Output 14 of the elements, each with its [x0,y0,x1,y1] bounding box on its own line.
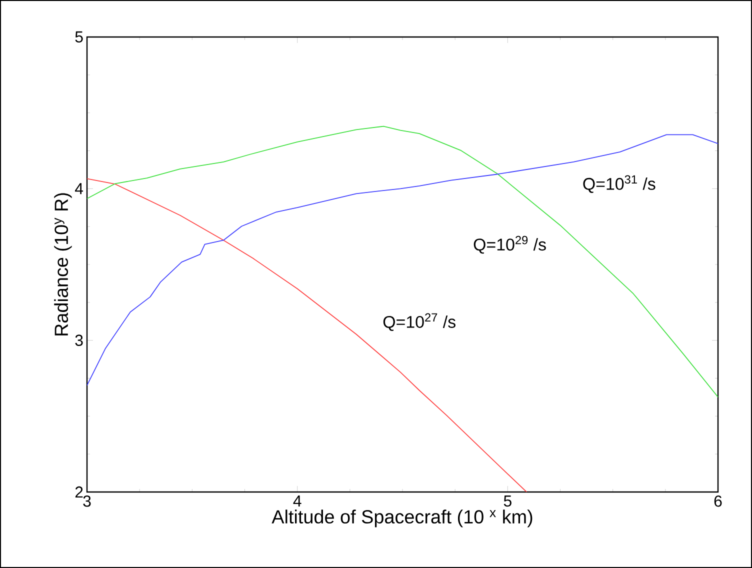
y-tick-label: 2 [75,486,83,498]
line-series [87,178,528,492]
y-axis-title: Radiance (10$^{y}$ R) [54,193,72,336]
series-label: Q=10$^{31}$ /s [583,175,656,193]
x-tick-label: 6 [714,496,722,507]
x-tick-label: 5 [504,496,512,507]
series-label: Q=10$^{29}$ /s [474,236,546,254]
series-label: Q=10$^{27}$ /s [383,313,456,331]
y-tick-label: 4 [74,183,84,194]
x-tick-label: 4 [293,496,302,506]
x-tick-label: 3 [83,496,91,507]
y-tick-label: 3 [75,334,83,346]
x-axis-title: Altitude of Spacecraft (10 $^{x}$ km) [272,510,532,528]
y-tick-label: 5 [75,31,83,43]
